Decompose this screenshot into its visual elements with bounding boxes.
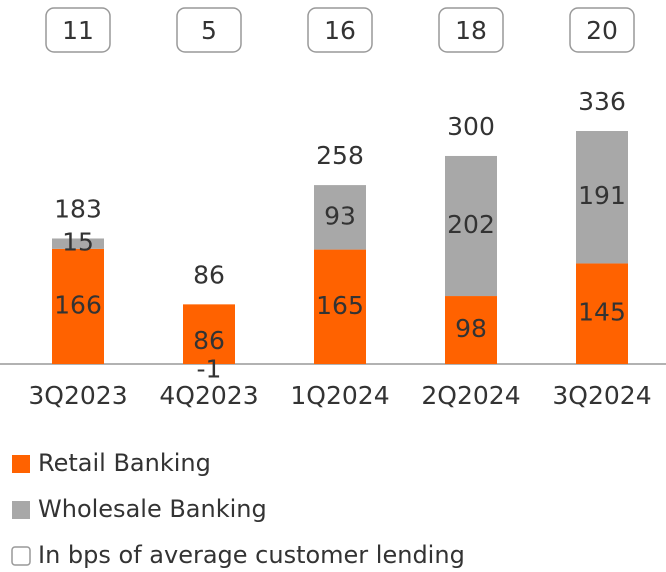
total-label: 336	[578, 87, 626, 116]
x-tick-label: 1Q2024	[290, 381, 389, 410]
data-label: 166	[54, 290, 102, 319]
bps-value: 11	[62, 16, 94, 45]
legend-label: In bps of average customer lending	[38, 541, 465, 569]
data-label: 191	[578, 181, 626, 210]
bar-segment	[183, 364, 235, 365]
data-label: 93	[324, 201, 356, 230]
data-label: 165	[316, 291, 364, 320]
bar-segment	[576, 263, 628, 364]
x-tick-label: 2Q2024	[421, 381, 520, 410]
bps-value: 20	[586, 16, 618, 45]
data-label: 202	[447, 210, 495, 239]
bar-segment	[445, 155, 497, 297]
x-tick-label: 3Q2023	[28, 381, 127, 410]
bar-segment	[314, 249, 366, 364]
total-label: 86	[193, 260, 225, 289]
data-label: 98	[455, 314, 487, 343]
data-label: 86	[193, 326, 225, 355]
bps-box	[438, 7, 504, 53]
bps-value: 16	[324, 16, 356, 45]
data-label: 15	[62, 228, 94, 257]
bar-segment	[576, 131, 628, 264]
x-tick-label: 4Q2023	[159, 381, 258, 410]
legend-swatch	[11, 546, 31, 566]
bps-value: 18	[455, 16, 487, 45]
legend-label: Retail Banking	[38, 449, 211, 477]
total-label: 300	[447, 112, 495, 141]
legend-swatch	[12, 501, 30, 519]
bps-box	[45, 7, 111, 53]
bar-segment	[314, 185, 366, 250]
total-label: 258	[316, 141, 364, 170]
total-label: 183	[54, 194, 102, 223]
bar-segment	[52, 248, 104, 364]
bps-value: 5	[201, 16, 217, 45]
bar-segment	[52, 238, 104, 249]
bar-segment	[445, 296, 497, 364]
legend-swatch	[12, 455, 30, 473]
x-tick-label: 3Q2024	[552, 381, 651, 410]
bps-box	[569, 7, 635, 53]
bar-segment	[183, 304, 235, 364]
data-label: -1	[197, 355, 222, 384]
data-label: 145	[578, 298, 626, 327]
bps-box	[176, 7, 242, 53]
bps-box	[307, 7, 373, 53]
legend-label: Wholesale Banking	[38, 495, 267, 523]
